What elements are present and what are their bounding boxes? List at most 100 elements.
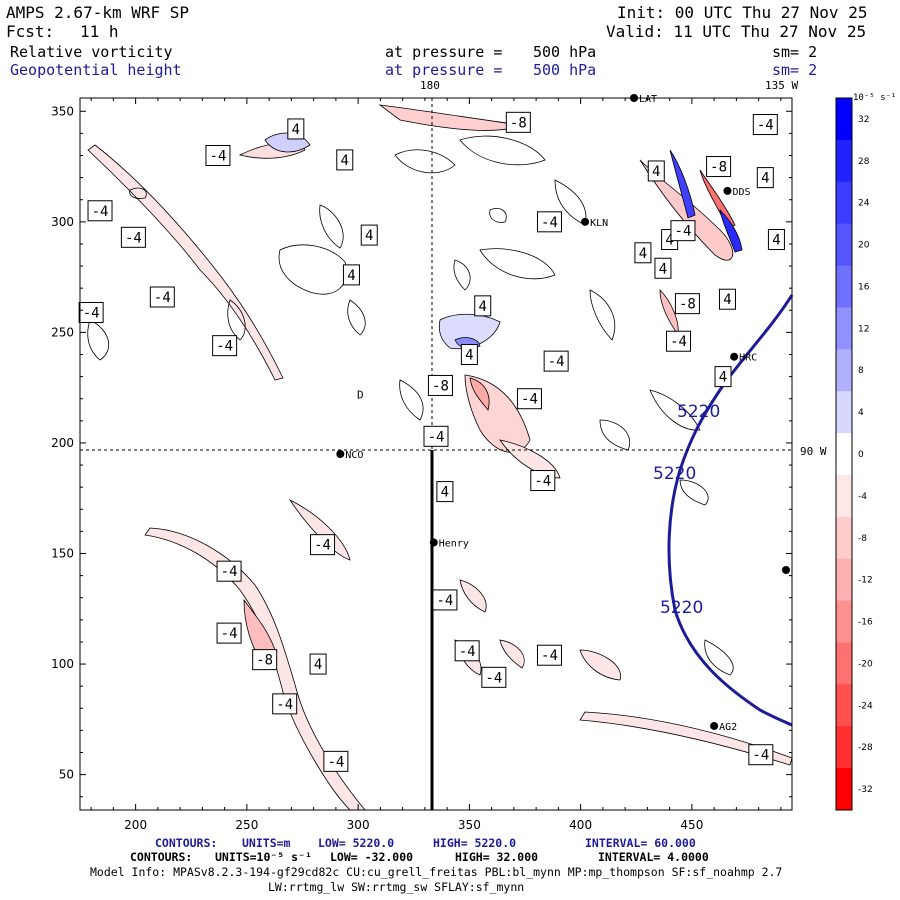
- contour-label-text: -8: [510, 115, 527, 131]
- contour-label: -4: [323, 750, 349, 772]
- y-tick-label: 250: [51, 325, 74, 339]
- contour-label: -4: [454, 640, 480, 662]
- contour-label: -4: [543, 350, 569, 372]
- colorbar-tick-label: 4: [858, 408, 864, 418]
- contour-label-text: -4: [154, 290, 171, 306]
- colorbar-tick-label: 28: [858, 157, 870, 167]
- contour-label: -8: [252, 649, 278, 671]
- contour-label-box: [505, 111, 531, 133]
- contour-label-text: 4: [659, 261, 667, 277]
- contour-label: -8: [706, 156, 732, 178]
- colorbar-segment: [836, 98, 852, 141]
- contour-label-text: -4: [541, 215, 558, 231]
- contour-label-box: [767, 229, 785, 251]
- contour-label: -4: [432, 589, 458, 611]
- contour-label: -4: [423, 425, 449, 447]
- colorbar-tick-label: 16: [858, 282, 870, 292]
- contour-label-box: [427, 374, 453, 396]
- contour-label-text: -4: [221, 564, 238, 580]
- contour-label: 4: [336, 149, 354, 171]
- colorbar-tick-label: -8: [858, 534, 867, 544]
- contour-label-box: [536, 644, 562, 666]
- height-label: 5220: [653, 464, 697, 484]
- contour-label-text: 4: [772, 233, 780, 249]
- contour-label-text: -4: [485, 670, 502, 686]
- colorbar-tick-label: -28: [858, 743, 873, 753]
- contour-label: 4: [647, 160, 665, 182]
- x-tick-label: 350: [458, 818, 481, 832]
- contour-label-text: -4: [221, 626, 238, 642]
- contour-label-box: [654, 257, 672, 279]
- contour-label: 4: [654, 257, 672, 279]
- contour-label: 4: [360, 224, 378, 246]
- colorbar-segment: [836, 768, 852, 811]
- contour-label-text: 4: [665, 233, 673, 249]
- contour-label-text: -4: [210, 148, 227, 164]
- contour-label-box: [718, 288, 736, 310]
- contour-label-box: [336, 149, 354, 171]
- contour-label: -4: [78, 301, 104, 323]
- contour-label-box: [323, 750, 349, 772]
- contour-label-box: [536, 211, 562, 233]
- footer-vort-units: UNITS=10⁻⁵ s⁻¹: [215, 850, 312, 864]
- field2-sm: sm= 2: [772, 61, 818, 79]
- vorticity-contours: [87, 135, 734, 676]
- contour-label: 4: [460, 343, 478, 365]
- footer-vort-label: CONTOURS:: [130, 850, 193, 864]
- lon-135w-label: 135 W: [765, 79, 799, 92]
- plot-area: [80, 98, 792, 810]
- station-marker: [429, 538, 438, 547]
- contour-label: -4: [536, 211, 562, 233]
- contour-label-text: -4: [314, 538, 331, 554]
- contour-label-box: [748, 744, 774, 766]
- contour-label-box: [216, 560, 242, 582]
- contour-label-box: [530, 470, 556, 492]
- contour-label-text: -4: [459, 644, 476, 660]
- contour-label: -4: [752, 114, 778, 136]
- footer-height-interval: INTERVAL= 60.000: [585, 836, 696, 850]
- x-tick-label: 200: [124, 818, 147, 832]
- contour-label: -8: [427, 374, 453, 396]
- footer-vort-interval: INTERVAL= 4.0000: [598, 850, 709, 864]
- plot-frame: [79, 97, 793, 811]
- contour-label-box: [360, 224, 378, 246]
- colorbar-segment: [836, 558, 852, 602]
- colorbar-segment: [836, 391, 852, 434]
- station-marker: [730, 352, 739, 361]
- contour-label-box: [666, 330, 692, 352]
- contour-label: -4: [272, 693, 298, 715]
- model-title: AMPS 2.67-km WRF SP: [6, 3, 190, 22]
- contour-label-box: [309, 653, 327, 675]
- station-marker: [581, 217, 590, 226]
- contour-label: 4: [474, 295, 492, 317]
- contour-label-text: -4: [92, 204, 109, 220]
- field2-pressure: 500 hPa: [533, 61, 597, 79]
- station-marker: [336, 450, 345, 458]
- colorbar-tick-label: -24: [858, 701, 873, 711]
- colorbar-segment: [836, 684, 852, 727]
- contour-label-box: [310, 534, 336, 556]
- contour-label-text: -4: [83, 305, 100, 321]
- colorbar-segment: [836, 181, 852, 225]
- contour-label-box: [752, 114, 778, 136]
- footer-vort-low: LOW= -32.000: [330, 850, 414, 864]
- field2-name: Geopotential height: [10, 61, 182, 79]
- contour-label-text: D: [357, 388, 364, 401]
- y-tick-label: 200: [51, 436, 74, 450]
- contour-label: -4: [149, 286, 175, 308]
- height-label: 5220: [660, 598, 704, 618]
- colorbar-segment: [836, 642, 852, 685]
- colorbar-tick-label: 24: [858, 199, 870, 209]
- contour-label: -4: [216, 622, 242, 644]
- contour-label-box: [87, 200, 113, 222]
- contour-label-text: -4: [534, 474, 551, 490]
- contour-label-text: 4: [365, 228, 373, 244]
- contour-label: 4: [287, 118, 305, 140]
- contour-label: -4: [530, 470, 556, 492]
- contour-label-text: -4: [675, 224, 692, 240]
- x-tick-label: 250: [235, 818, 258, 832]
- contour-label-text: 4: [441, 485, 449, 501]
- contour-label-text: 4: [314, 657, 322, 673]
- contour-label-text: -4: [521, 392, 538, 408]
